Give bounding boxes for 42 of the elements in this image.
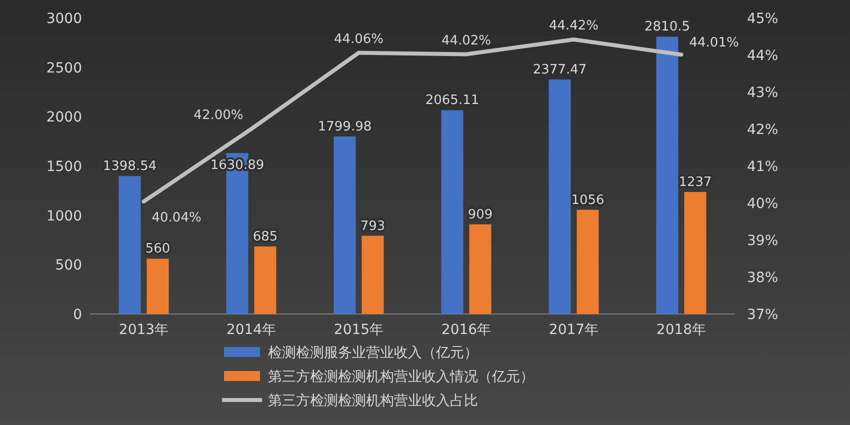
data-label: 2377.47 bbox=[532, 62, 587, 78]
x-tick-label: 2016年 bbox=[441, 322, 492, 338]
y-tick-label: 2500 bbox=[46, 60, 82, 76]
data-label: 1398.54 bbox=[102, 159, 157, 174]
data-label: 2810.5 bbox=[644, 20, 690, 35]
data-label: 909 bbox=[468, 207, 493, 222]
y-tick-label: 2000 bbox=[46, 110, 82, 126]
x-tick-label: 2017年 bbox=[548, 322, 599, 338]
legend-label: 第三方检测检测机构营业收入占比 bbox=[268, 393, 478, 409]
y2-tick-label: 44% bbox=[747, 48, 778, 64]
x-tick-label: 2014年 bbox=[226, 322, 276, 338]
data-label: 40.04% bbox=[152, 210, 202, 226]
y2-tick-label: 39% bbox=[747, 233, 778, 249]
data-label: 685 bbox=[252, 229, 278, 244]
y-tick-label: 500 bbox=[55, 258, 82, 274]
data-label: 44.42% bbox=[548, 18, 599, 34]
y-tick-label: 1000 bbox=[46, 208, 82, 224]
data-label: 560 bbox=[145, 242, 170, 257]
data-label: 1056 bbox=[571, 192, 604, 208]
data-label: 44.06% bbox=[334, 32, 384, 47]
y2-tick-label: 38% bbox=[747, 270, 778, 286]
y-tick-label: 3000 bbox=[46, 11, 82, 27]
y2-tick-label: 40% bbox=[747, 196, 778, 212]
data-label: 44.01% bbox=[689, 36, 739, 51]
y-tick-label: 1500 bbox=[46, 159, 82, 175]
y2-tick-label: 43% bbox=[747, 85, 778, 101]
data-label: 793 bbox=[360, 218, 386, 234]
legend-label: 检测检测服务业营业收入（亿元） bbox=[268, 345, 478, 361]
x-tick-label: 2018年 bbox=[656, 322, 706, 338]
data-label: 42.00% bbox=[194, 108, 244, 123]
x-tick-label: 2015年 bbox=[334, 322, 384, 338]
y2-tick-label: 41% bbox=[747, 159, 778, 175]
data-label: 1237 bbox=[678, 174, 712, 190]
data-label: 44.02% bbox=[441, 33, 492, 48]
data-label: 1799.98 bbox=[318, 119, 372, 134]
legend-label: 第三方检测检测机构营业收入情况（亿元） bbox=[268, 369, 534, 385]
y2-tick-label: 45% bbox=[747, 11, 778, 27]
y2-tick-label: 42% bbox=[747, 122, 778, 138]
y-tick-label: 0 bbox=[73, 307, 82, 323]
data-label: 2065.11 bbox=[425, 93, 480, 108]
y2-tick-label: 37% bbox=[747, 307, 778, 323]
x-tick-label: 2013年 bbox=[118, 322, 169, 338]
